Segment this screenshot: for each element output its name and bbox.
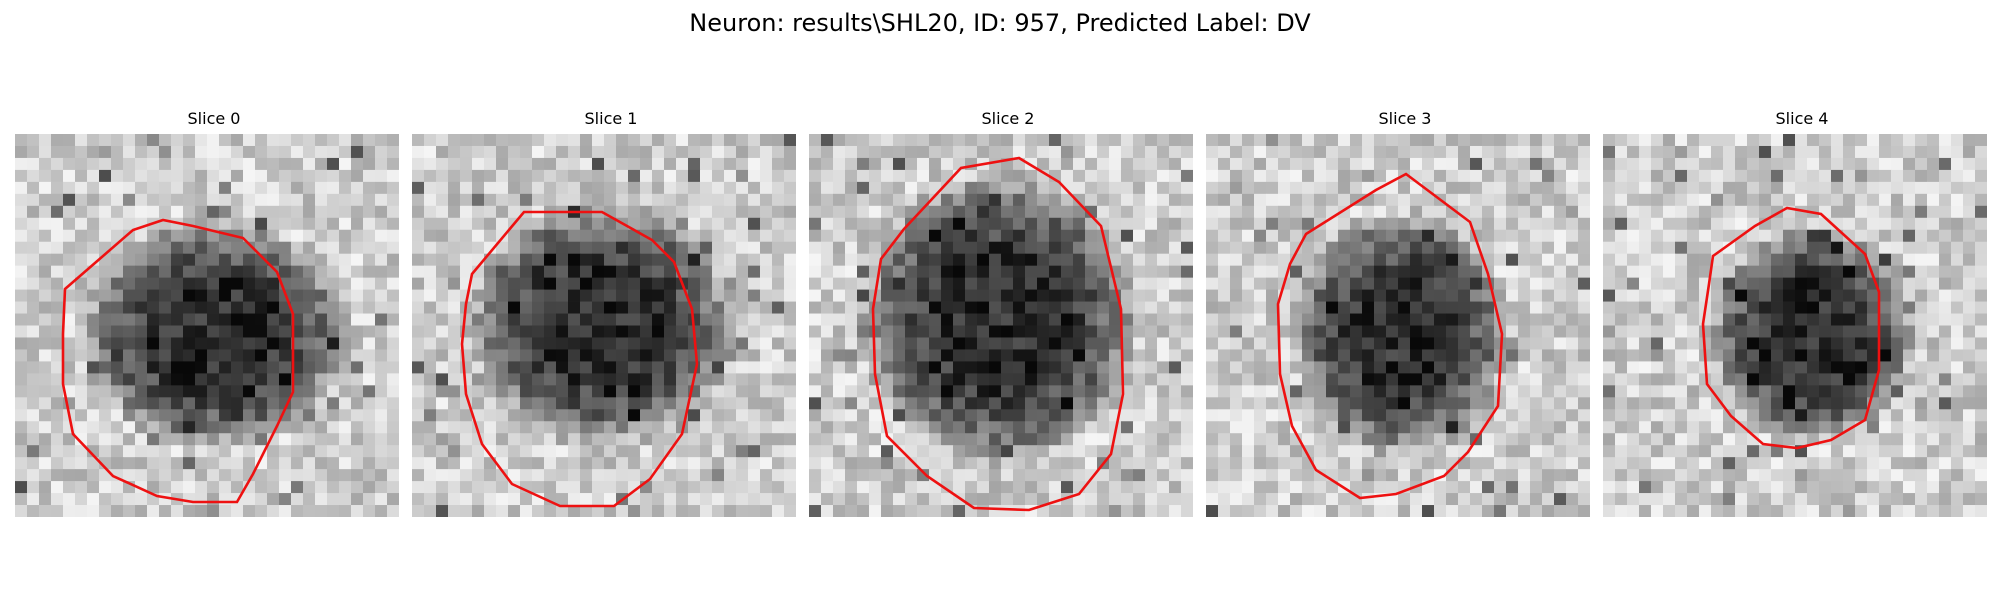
panel-title-slice-3: Slice 3 [1205, 109, 1605, 129]
slice-2-image [809, 134, 1193, 517]
pixel-grid [809, 134, 1193, 517]
pixel-grid [1603, 134, 1987, 517]
slice-4-image [1603, 134, 1987, 517]
panel-title-slice-4: Slice 4 [1602, 109, 2000, 129]
pixel-grid [15, 134, 399, 517]
panel-title-slice-1: Slice 1 [411, 109, 811, 129]
slice-1-image [412, 134, 796, 517]
slice-1-panel [412, 134, 796, 517]
slice-2-panel [809, 134, 1193, 517]
pixel-grid [412, 134, 796, 517]
slice-0-panel [15, 134, 399, 517]
slice-3-image [1206, 134, 1590, 517]
slice-0-image [15, 134, 399, 517]
slice-4-panel [1603, 134, 1987, 517]
slice-3-panel [1206, 134, 1590, 517]
panel-title-slice-2: Slice 2 [808, 109, 1208, 129]
figure-title: Neuron: results\SHL20, ID: 957, Predicte… [0, 8, 2000, 38]
pixel-grid [1206, 134, 1590, 517]
panel-title-slice-0: Slice 0 [14, 109, 414, 129]
